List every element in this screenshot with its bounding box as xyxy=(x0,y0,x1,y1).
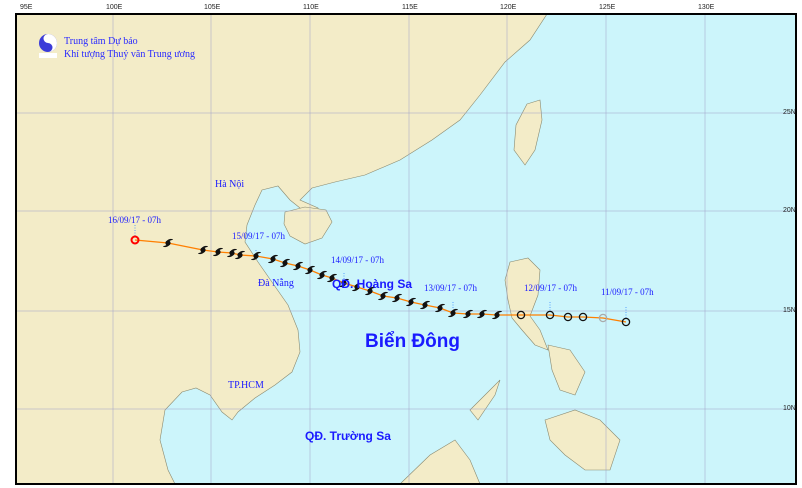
lat-label: 15N xyxy=(783,307,796,314)
place-hoang-sa: QĐ. Hoàng Sa xyxy=(332,277,413,291)
map-frame xyxy=(15,13,797,485)
tropical-depression-point xyxy=(516,310,526,320)
organization-name: Trung tâm Dự báo Khí tượng Thuỷ văn Trun… xyxy=(64,35,195,61)
org-line-2: Khí tượng Thuỷ văn Trung ương xyxy=(64,49,195,60)
lon-label: 120E xyxy=(500,4,517,11)
typhoon-icon xyxy=(251,251,261,261)
typhoon-icon xyxy=(293,261,303,271)
typhoon-icon xyxy=(305,265,315,275)
typhoon-icon xyxy=(198,245,208,255)
typhoon-icon xyxy=(477,309,487,319)
place-truong-sa: QĐ. Trường Sa xyxy=(305,429,391,443)
lon-label: 115E xyxy=(402,4,418,11)
tropical-depression-point xyxy=(563,312,573,322)
typhoon-icon xyxy=(420,300,430,310)
lon-label: 125E xyxy=(599,4,616,11)
typhoon-icon xyxy=(235,250,245,260)
typhoon-icon xyxy=(406,297,416,307)
taiwan-island xyxy=(513,99,543,166)
typhoon-icon xyxy=(392,293,402,303)
track-label: 12/09/17 - 07h xyxy=(524,283,577,293)
hainan-island xyxy=(283,206,333,245)
mindanao-island xyxy=(544,409,621,471)
org-line-1: Trung tâm Dự báo xyxy=(64,36,138,47)
typhoon-icon xyxy=(327,273,337,283)
lat-label: 25N xyxy=(783,109,796,116)
lon-label: 105E xyxy=(204,4,221,11)
sea-name: Biển Đông xyxy=(365,331,460,352)
track-label: 13/09/17 - 07h xyxy=(424,283,477,293)
typhoon-icon xyxy=(378,291,388,301)
typhoon-icon xyxy=(492,310,502,320)
typhoon-icon xyxy=(352,282,362,292)
track-label: 11/09/17 - 07h xyxy=(601,287,654,297)
typhoon-icon xyxy=(213,247,223,257)
storm-track xyxy=(130,225,631,327)
palawan-island xyxy=(469,379,501,421)
place-hcm: TP.HCM xyxy=(228,380,264,391)
lon-label: 130E xyxy=(698,4,715,11)
tropical-depression-point xyxy=(621,317,631,327)
typhoon-icon xyxy=(227,248,237,258)
track-label: 15/09/17 - 07h xyxy=(232,231,285,241)
luzon-island xyxy=(504,257,549,351)
kttv-logo xyxy=(37,33,59,59)
graticule xyxy=(16,14,796,484)
typhoon-icon xyxy=(339,278,349,288)
place-danang: Đà Nẵng xyxy=(258,278,294,289)
land xyxy=(15,13,621,485)
typhoon-icon xyxy=(317,270,327,280)
typhoon-icon xyxy=(365,286,375,296)
lon-label: 100E xyxy=(106,4,123,11)
typhoon-icon xyxy=(163,238,173,248)
mainland-asia xyxy=(15,13,548,485)
typhoon-icon xyxy=(448,308,458,318)
tropical-depression-point xyxy=(545,310,555,320)
track-point-low xyxy=(130,235,140,245)
typhoon-icon xyxy=(268,254,278,264)
place-hanoi: Hà Nội xyxy=(215,179,245,190)
typhoon-icon xyxy=(463,309,473,319)
lat-label: 10N xyxy=(783,405,796,412)
visayas-islands xyxy=(547,344,586,396)
typhoon-icon xyxy=(435,303,445,313)
lon-label: 95E xyxy=(20,4,33,11)
track-label: 16/09/17 - 07h xyxy=(108,215,161,225)
tropical-depression-point xyxy=(598,313,608,323)
lat-label: 20N xyxy=(783,207,796,214)
track-label: 14/09/17 - 07h xyxy=(331,255,384,265)
lon-label: 110E xyxy=(303,4,319,11)
tropical-depression-point xyxy=(578,312,588,322)
typhoon-icon xyxy=(280,258,290,268)
